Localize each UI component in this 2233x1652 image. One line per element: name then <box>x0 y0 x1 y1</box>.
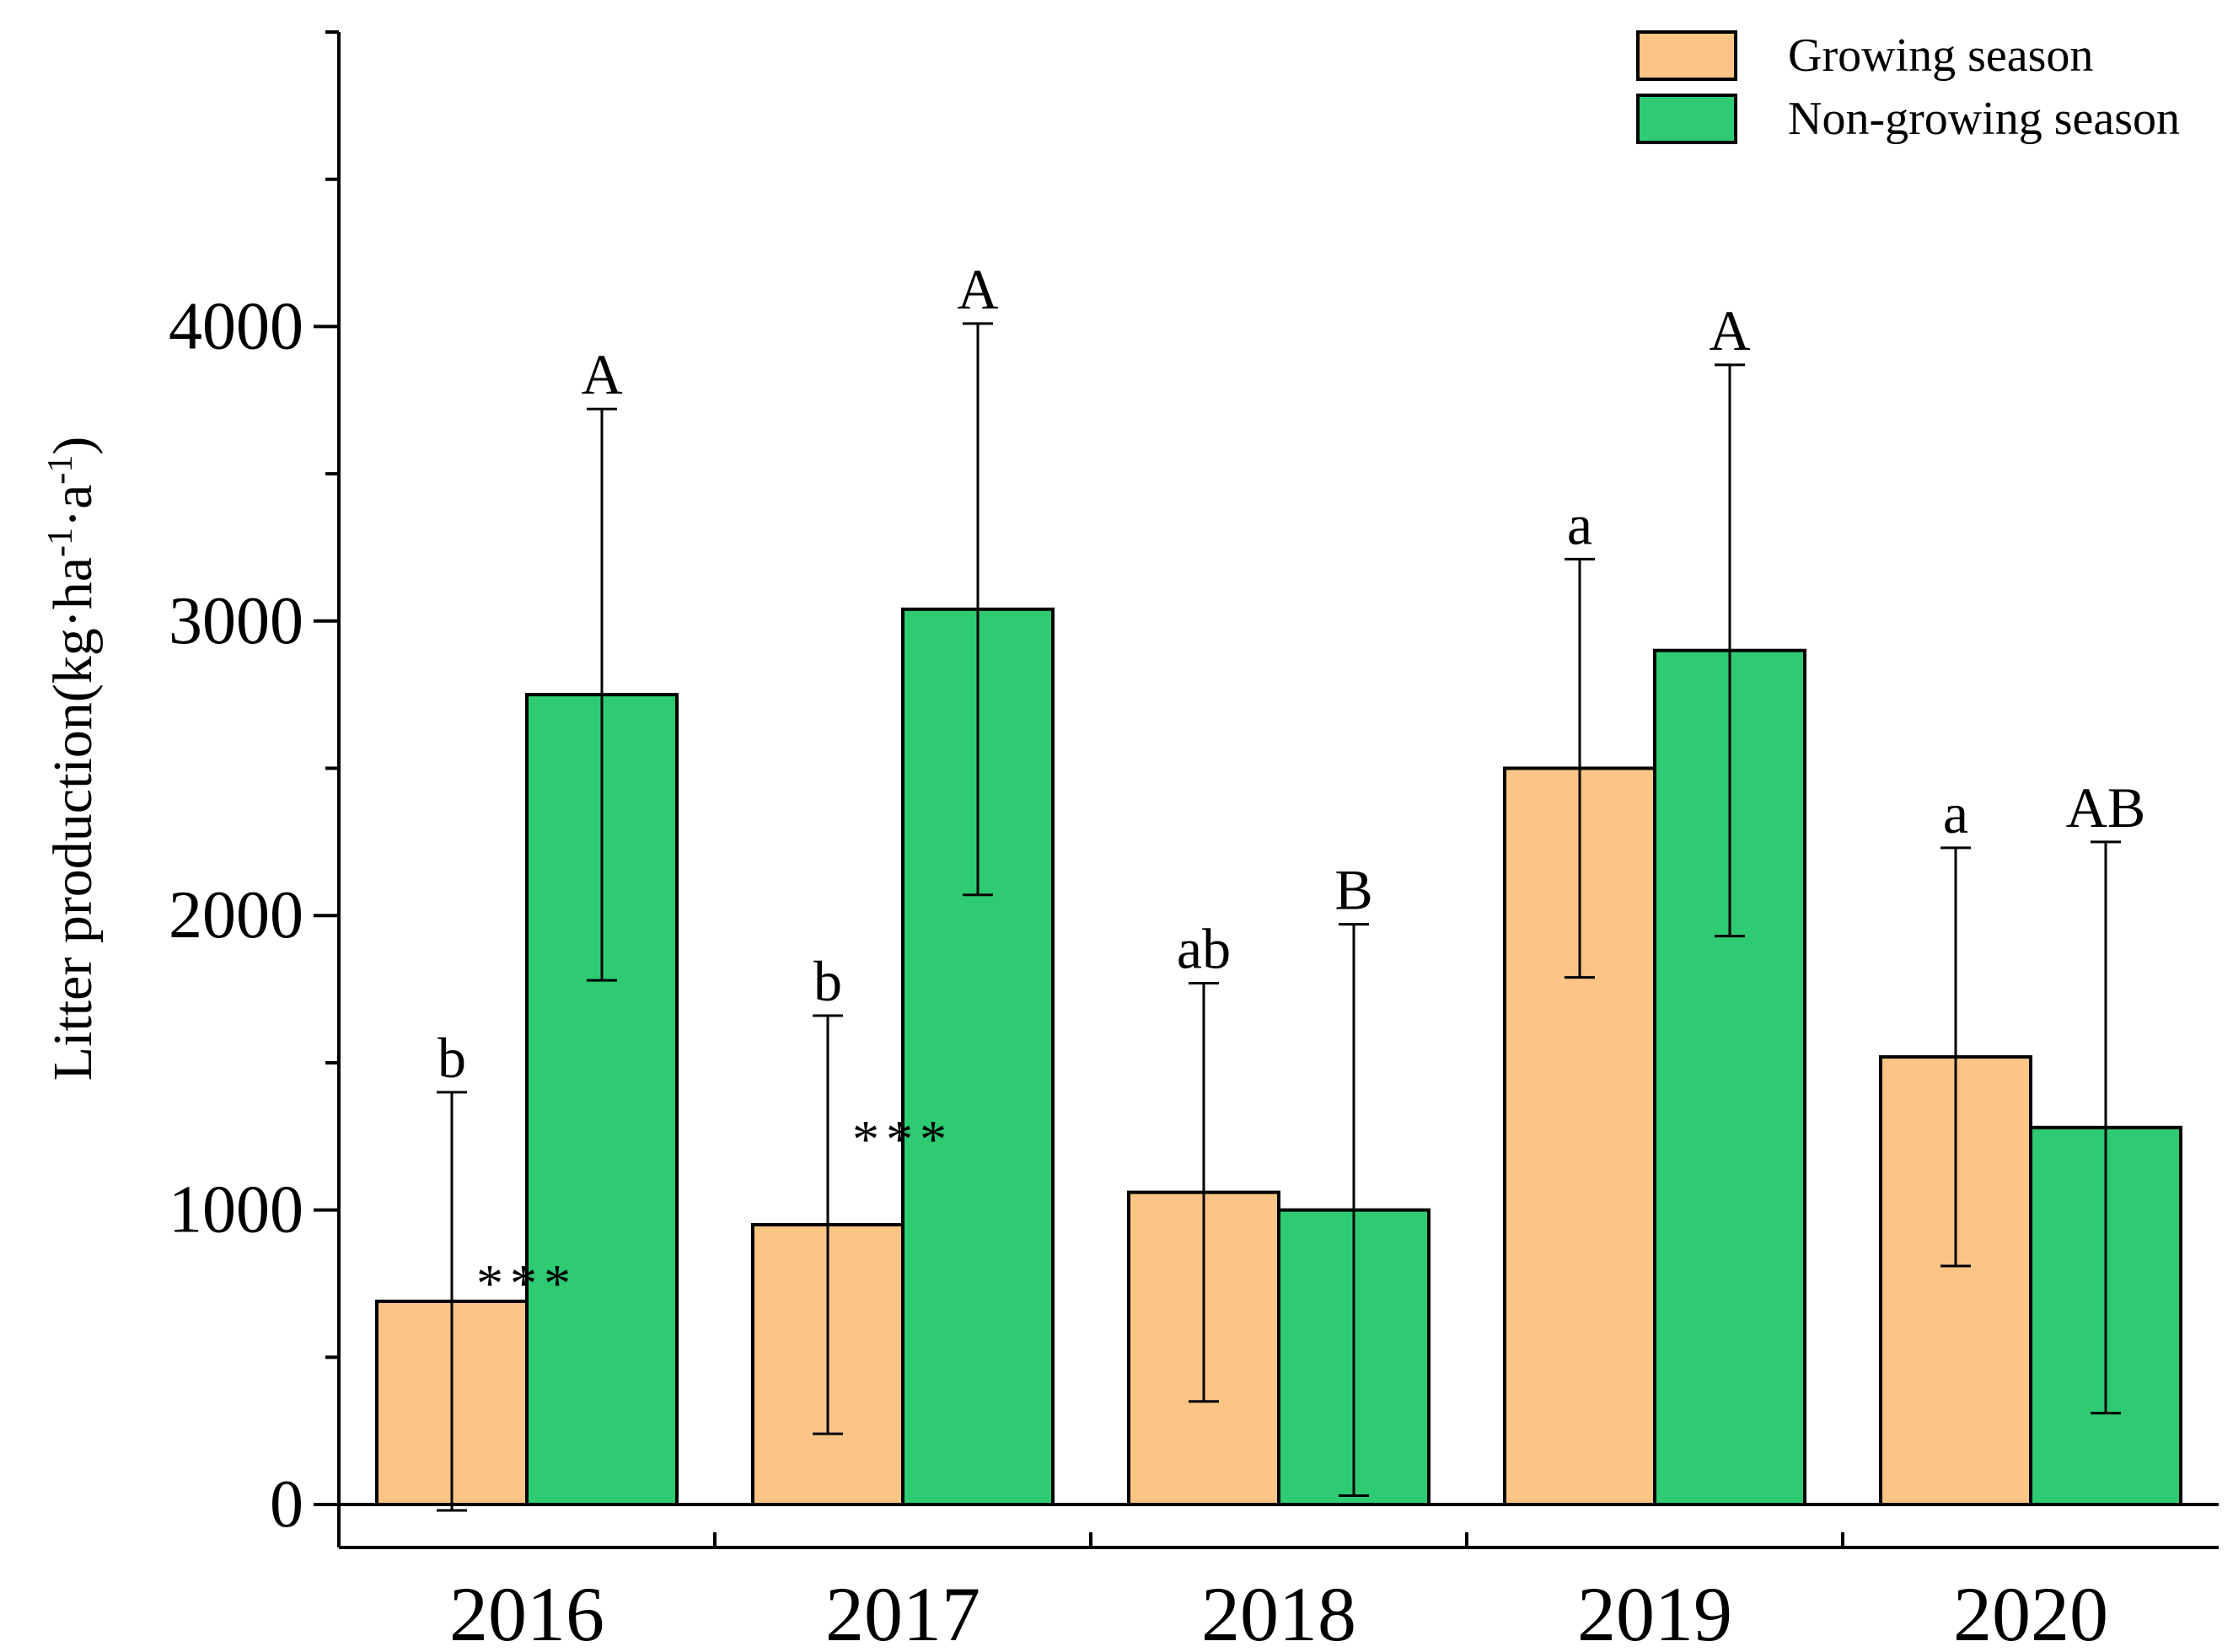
significance-stars: *** <box>476 1253 577 1313</box>
plot-area: 0 1000 2000 3000 4000 2016 2017 2018 2019 2020 b b a… <box>169 30 2219 1652</box>
legend-label: Non-growing season <box>1788 93 2180 145</box>
significance-letter: b <box>437 1026 466 1090</box>
y-tick-label: 2000 <box>169 878 303 952</box>
significance-stars: *** <box>852 1109 953 1169</box>
significance-letter: A <box>1709 298 1750 362</box>
y-axis-title-superscript: -1 <box>41 528 80 557</box>
significance-letter: a <box>1567 492 1592 556</box>
significance-letter: AB <box>2066 775 2145 839</box>
x-tick-label: 2017 <box>825 1571 980 1652</box>
y-axis-title-part: ) <box>42 437 104 455</box>
y-tick-label: 3000 <box>169 584 303 658</box>
legend: Growing season Non-growing season <box>1636 30 2180 145</box>
significance-letter: A <box>957 257 998 321</box>
legend-label: Growing season <box>1788 30 2093 82</box>
significance-letter: b <box>813 949 842 1013</box>
x-tick-label: 2020 <box>1953 1571 2108 1652</box>
y-axis-title-part: ·a <box>42 485 104 528</box>
y-axis-title: Litter production(kg·ha-1·a-1) <box>41 437 104 1081</box>
significance-letter: a <box>1943 781 1968 845</box>
significance-letter: B <box>1334 858 1372 922</box>
y-tick-label: 4000 <box>169 289 303 363</box>
legend-swatch <box>1636 30 1737 81</box>
y-tick-label: 0 <box>270 1467 303 1542</box>
y-tick-label: 1000 <box>169 1173 303 1247</box>
y-axis-title-part: Litter production(kg·ha <box>42 557 104 1081</box>
y-axis-title-superscript: -1 <box>41 455 80 485</box>
x-tick-label: 2018 <box>1201 1571 1356 1652</box>
significance-letter: ab <box>1177 917 1231 981</box>
legend-swatch <box>1636 94 1737 144</box>
significance-letter: A <box>581 342 622 406</box>
x-tick-label: 2019 <box>1577 1571 1732 1652</box>
x-tick-label: 2016 <box>449 1571 604 1652</box>
